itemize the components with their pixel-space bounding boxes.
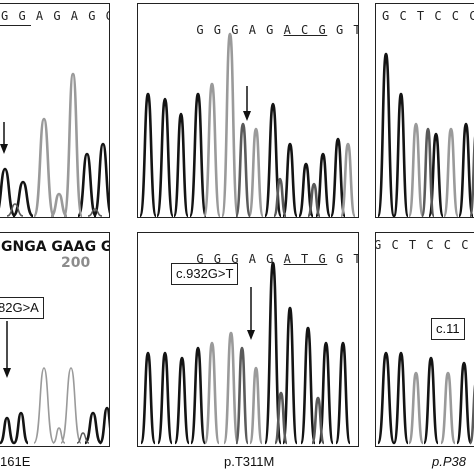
chromatogram-panel-top-right: G C T C C C bbox=[375, 3, 474, 218]
chromatogram-panel-top-middle: G G G A G A C G G T C A G bbox=[137, 3, 359, 218]
chromatogram-trace-top-right bbox=[376, 52, 474, 217]
sequence-label-bottom-middle: G G G A G A T G G T C A G bbox=[144, 238, 358, 280]
arrow-icon bbox=[0, 122, 8, 154]
chromatogram-panel-bottom-middle: G G G A G A T G G T C A G c.932G>T bbox=[137, 232, 359, 447]
caption-right: p.P38 bbox=[432, 454, 466, 469]
trace-line bbox=[32, 72, 84, 217]
trace-line bbox=[468, 384, 474, 445]
chromatogram-panel-top-left: G G A G A G G bbox=[0, 3, 110, 218]
trace-line bbox=[202, 32, 357, 217]
trace-line bbox=[203, 331, 264, 445]
mutation-callout: c.932G>T bbox=[171, 263, 239, 285]
caption-middle: p.T311M bbox=[224, 454, 275, 469]
sequence-part: G T C A G bbox=[335, 252, 358, 266]
trace-line bbox=[407, 122, 460, 217]
trace-line bbox=[234, 346, 326, 445]
trace-line bbox=[33, 367, 82, 444]
trace-line bbox=[138, 92, 347, 217]
chromatogram-trace-top-middle bbox=[138, 32, 357, 217]
sequence-label-top-left: G G A G A G G bbox=[1, 9, 110, 23]
trace-line bbox=[139, 261, 352, 445]
trace-line bbox=[376, 351, 473, 445]
sequence-label-top-middle: G G G A G A C G G T C A G bbox=[144, 9, 358, 51]
position-label: 200 bbox=[61, 255, 91, 271]
trace-line bbox=[6, 203, 103, 217]
chromatogram-panel-bottom-left: GNGA GAAG G 200 82G>A bbox=[0, 232, 110, 447]
trace-line bbox=[407, 371, 457, 445]
trace-line bbox=[376, 52, 474, 217]
chromatogram-trace-bottom-middle bbox=[139, 261, 352, 445]
mutation-callout: c.11 bbox=[431, 318, 465, 340]
chromatogram-trace-bottom-right bbox=[376, 351, 474, 445]
trace-line bbox=[420, 127, 474, 217]
sequence-label-bottom-right: G C T C C C bbox=[375, 238, 470, 252]
sequence-part: G G G A G bbox=[196, 23, 284, 37]
sequence-codon: A T G bbox=[283, 252, 328, 266]
chromatogram-trace-top-left bbox=[0, 72, 109, 217]
arrow-icon bbox=[247, 287, 255, 340]
arrow-icon bbox=[243, 86, 251, 121]
trace-line bbox=[76, 432, 90, 444]
trace-line bbox=[234, 122, 322, 217]
sequence-label-top-right: G C T C C C bbox=[382, 9, 474, 23]
mutation-callout: 82G>A bbox=[0, 297, 44, 319]
sequence-codon: A C G bbox=[283, 23, 328, 37]
sequence-label-bottom-left: GNGA GAAG G bbox=[1, 239, 110, 255]
caption-left: 161E bbox=[0, 454, 31, 469]
chromatogram-panel-bottom-right: G C T C C C c.11 bbox=[375, 232, 474, 447]
chromatogram-trace-bottom-left bbox=[0, 367, 109, 445]
sequence-underline bbox=[0, 25, 31, 26]
trace-line bbox=[0, 406, 109, 445]
arrow-icon bbox=[3, 321, 11, 378]
trace-line bbox=[0, 142, 109, 217]
sequence-part: G T C A G bbox=[335, 23, 358, 37]
sequence-part: G G G A G bbox=[196, 252, 284, 266]
